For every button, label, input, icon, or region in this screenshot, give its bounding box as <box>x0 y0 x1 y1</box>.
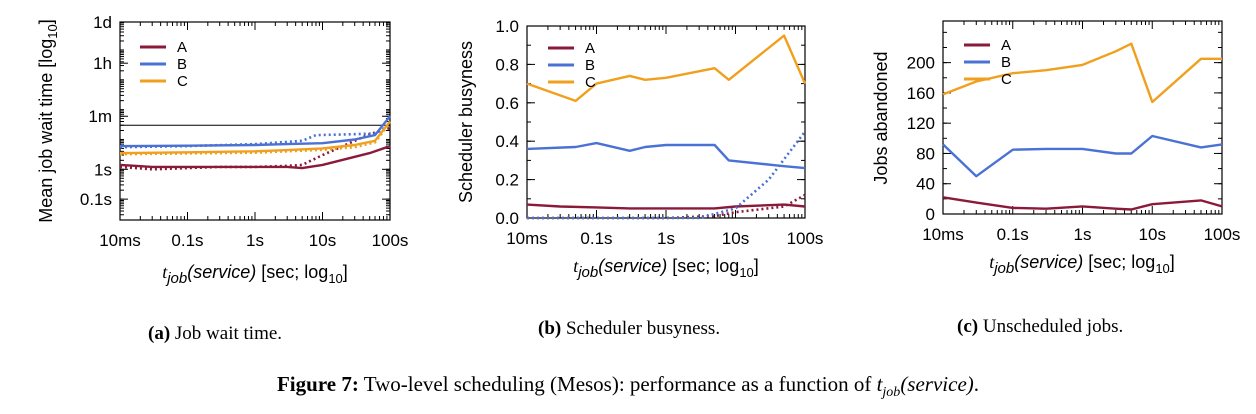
series-line-b <box>526 141 806 170</box>
y-axis-label: Jobs abandoned <box>871 51 891 184</box>
legend-label-c: C <box>1001 71 1012 88</box>
x-tick-label: 0.1s <box>171 231 203 250</box>
x-tick-label: 1s <box>1074 225 1092 244</box>
legend-label-a: A <box>585 40 595 57</box>
caption-a-text: Job wait time. <box>170 323 283 344</box>
y-tick-label: 0.8 <box>495 55 519 74</box>
series-line-b-dotted <box>119 124 391 149</box>
series-line-b <box>942 134 1223 178</box>
figure-caption-math: tjob(service) <box>876 372 974 400</box>
figure-caption-math-sub: job <box>882 385 901 401</box>
y-tick-label: 160 <box>907 84 935 103</box>
y-tick-label: 1s <box>94 160 112 179</box>
caption-c-text: Unscheduled jobs. <box>978 316 1124 337</box>
series-line-b-dotted <box>527 130 807 220</box>
legend: ABC <box>140 39 188 90</box>
x-tick-label: 0.1s <box>997 225 1029 244</box>
legend-label-a: A <box>1001 37 1011 54</box>
legend-label-a: A <box>177 39 187 56</box>
caption-b-text: Scheduler busyness. <box>561 318 721 339</box>
y-tick-label: 1h <box>93 54 112 73</box>
series-line-c <box>526 34 807 103</box>
x-axis-label: tjob(service) [sec; log10] <box>573 256 759 281</box>
series-line-a-dotted <box>119 126 391 171</box>
y-axis-label: Mean job wait time [log10] <box>36 19 60 223</box>
y-tick-label: 1d <box>93 13 112 32</box>
x-tick-label: 10ms <box>922 225 964 244</box>
figure-caption-math-t: t <box>876 372 883 396</box>
legend: ABC <box>964 37 1012 88</box>
x-tick-label: 10ms <box>99 231 141 250</box>
caption-c-label: (c) <box>957 316 979 337</box>
legend-label-b: B <box>1001 54 1011 71</box>
legend-label-b: B <box>177 56 187 73</box>
chart-1: 10ms 0.1s 1s 10s 100s0.00.20.40.60.81.0ABCtj… <box>456 17 823 281</box>
chart-0: 10ms 0.1s 1s 10s 100s0.1s1s1m1h1dABCtjob(ser… <box>36 13 408 287</box>
series-line-a <box>526 203 806 210</box>
x-tick-label: 100s <box>1204 225 1241 244</box>
legend-label-c: C <box>177 73 188 90</box>
caption-b: (b) Scheduler busyness. <box>538 318 720 340</box>
y-tick-label: 1.0 <box>495 17 519 36</box>
x-tick-label: 10ms <box>506 229 548 248</box>
x-tick-label: 100s <box>372 231 409 250</box>
legend-label-c: C <box>585 74 596 91</box>
y-axis-label: Scheduler busyness <box>456 41 476 203</box>
legend: ABC <box>548 40 596 91</box>
y-tick-label: 0.0 <box>495 209 519 228</box>
series-line-c <box>942 42 1222 104</box>
caption-b-label: (b) <box>538 318 562 339</box>
figure-caption-end: . <box>973 372 980 396</box>
y-tick-label: 200 <box>907 54 935 73</box>
series-line-a <box>942 196 1223 211</box>
legend-label-b: B <box>585 57 595 74</box>
y-tick-label: 0.1s <box>80 190 112 209</box>
y-tick-label: 0.6 <box>495 94 519 113</box>
x-tick-label: 1s <box>246 231 264 250</box>
plot-frame <box>526 25 806 219</box>
y-tick-label: 40 <box>916 175 935 194</box>
chart-2: 10ms 0.1s 1s 10s 100s04080120160200ABCtjob(s… <box>871 20 1241 277</box>
plot-frame <box>119 21 391 221</box>
figure-caption-math-tail: (service) <box>900 372 974 396</box>
y-tick-label: 80 <box>916 144 935 163</box>
x-tick-label: 10s <box>722 229 749 248</box>
x-axis-label: tjob(service) [sec; log10] <box>162 262 348 287</box>
caption-c: (c) Unscheduled jobs. <box>957 316 1123 338</box>
x-axis-label: tjob(service) [sec; log10] <box>989 252 1175 277</box>
figure-caption: Figure 7: Two-level scheduling (Mesos): … <box>0 372 1256 401</box>
series-line-c <box>119 120 391 155</box>
x-tick-label: 10s <box>1139 225 1166 244</box>
x-tick-label: 10s <box>309 231 336 250</box>
x-tick-label: 1s <box>657 229 675 248</box>
caption-a-label: (a) <box>148 323 171 344</box>
figure-caption-label: Figure 7: <box>276 372 359 396</box>
series-line-c-dotted <box>119 122 392 156</box>
figure-caption-text: Two-level scheduling (Mesos): performanc… <box>358 372 877 396</box>
caption-a: (a) Job wait time. <box>148 323 282 345</box>
y-tick-label: 1m <box>88 107 112 126</box>
x-tick-label: 100s <box>787 229 824 248</box>
y-tick-label: 0.2 <box>495 171 519 190</box>
series-line-a <box>119 144 391 170</box>
x-tick-label: 0.1s <box>580 229 612 248</box>
series-line-b <box>119 115 391 148</box>
y-tick-label: 120 <box>907 114 935 133</box>
y-tick-label: 0 <box>926 205 935 224</box>
plot-frame <box>942 20 1223 215</box>
y-tick-label: 0.4 <box>495 132 519 151</box>
